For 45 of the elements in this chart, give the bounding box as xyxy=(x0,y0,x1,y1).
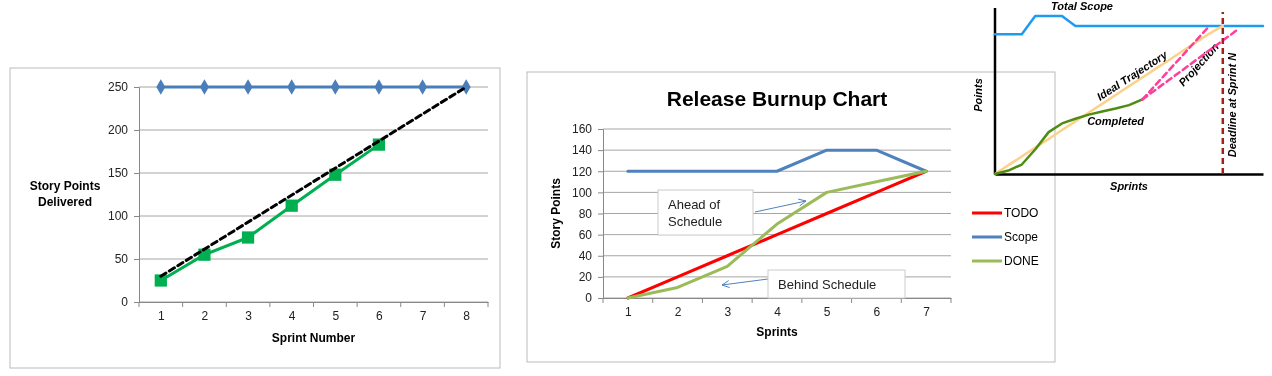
y-tick-label: 140 xyxy=(571,143,593,158)
x-tick-label: 1 xyxy=(157,308,165,323)
x-axis-title: Sprint Number xyxy=(271,331,356,345)
y-tick-label: 100 xyxy=(571,185,593,200)
series-label: Total Scope xyxy=(1051,0,1113,12)
x-tick-label: 6 xyxy=(376,308,384,323)
x-tick-label: 3 xyxy=(724,304,732,319)
y-tick-label: 120 xyxy=(571,164,593,179)
y-axis-title: Story Points Delivered xyxy=(29,179,101,209)
y-tick-label: 150 xyxy=(107,166,129,181)
y-tick-label: 160 xyxy=(571,122,593,137)
x-tick-label: 8 xyxy=(463,308,471,323)
y-tick-label: 100 xyxy=(107,209,129,224)
x-tick-label: 5 xyxy=(823,304,831,319)
y-tick-label: 0 xyxy=(585,291,593,306)
x-tick-label: 4 xyxy=(288,308,296,323)
x-tick-label: 2 xyxy=(674,304,682,319)
y-tick-label: 40 xyxy=(578,249,593,264)
y-tick-label: 20 xyxy=(578,270,593,285)
annotation: Deadline at Sprint N xyxy=(1225,51,1238,158)
chart-title: Release Burnup Chart xyxy=(666,87,888,110)
x-axis-title: Sprints xyxy=(1110,180,1148,192)
x-tick-label: 4 xyxy=(774,304,782,319)
legend-label: DONE xyxy=(1004,254,1039,268)
y-axis-title: Story Points xyxy=(549,177,563,249)
annotation: Ahead of Schedule xyxy=(668,197,723,229)
x-tick-label: 2 xyxy=(201,308,209,323)
y-axis-title: Points xyxy=(972,78,984,112)
y-tick-label: 250 xyxy=(107,80,129,95)
x-tick-label: 1 xyxy=(625,304,633,319)
x-tick-label: 7 xyxy=(923,304,931,319)
legend-label: TODO xyxy=(1004,206,1039,220)
annotation: Behind Schedule xyxy=(778,277,877,292)
legend-label: Scope xyxy=(1004,230,1039,244)
y-tick-label: 50 xyxy=(114,252,129,267)
x-tick-label: 3 xyxy=(245,308,253,323)
y-tick-label: 80 xyxy=(578,206,593,221)
x-tick-label: 6 xyxy=(873,304,881,319)
y-tick-label: 0 xyxy=(121,295,129,310)
series-label: Completed xyxy=(1087,115,1145,128)
x-tick-label: 5 xyxy=(332,308,340,323)
x-tick-label: 7 xyxy=(419,308,427,323)
x-axis-title: Sprints xyxy=(756,325,798,339)
y-tick-label: 60 xyxy=(578,227,593,242)
y-tick-label: 200 xyxy=(107,123,129,138)
